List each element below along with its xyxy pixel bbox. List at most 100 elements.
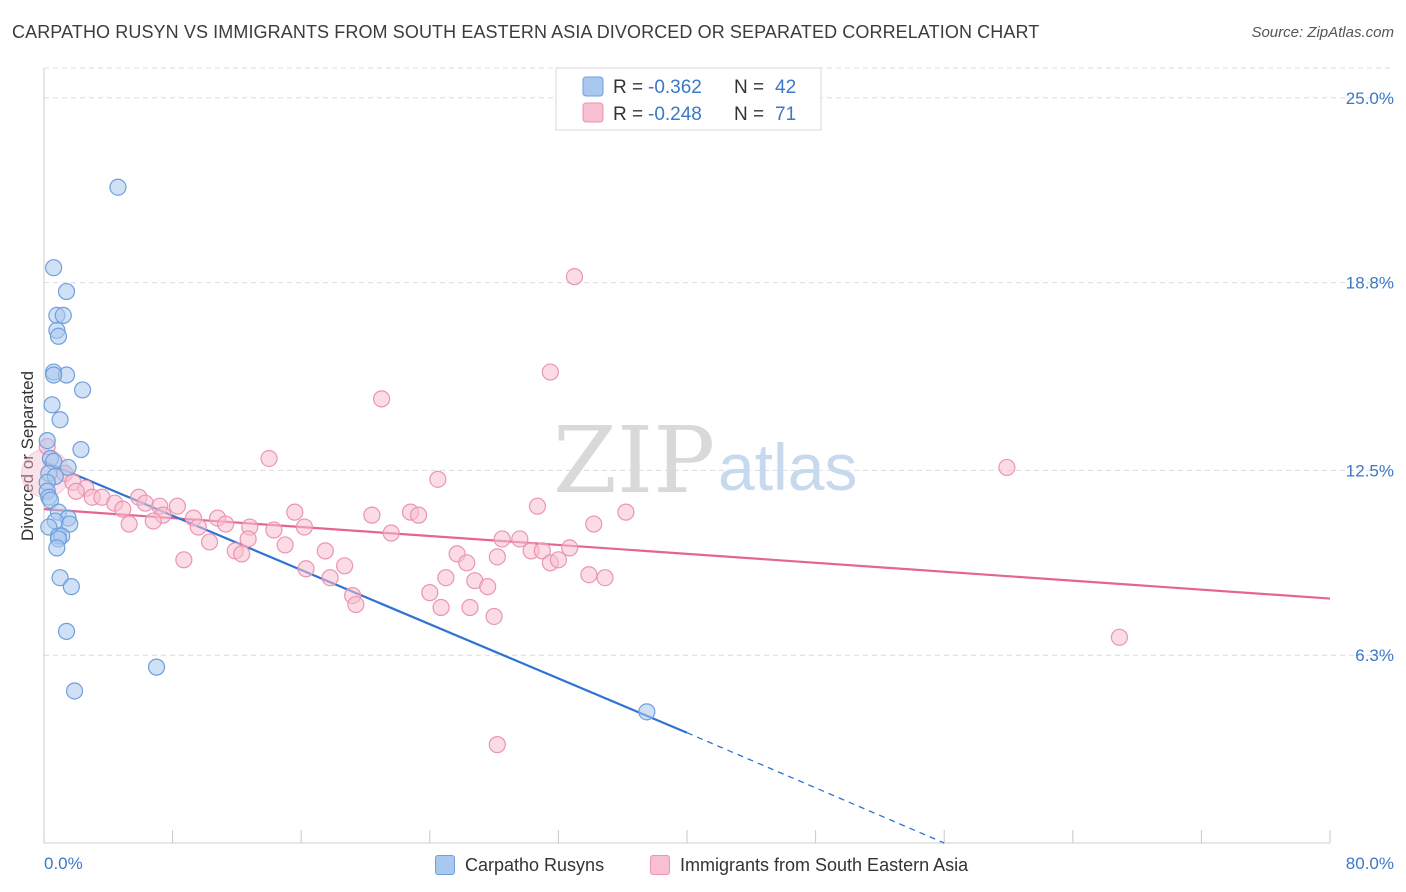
se-asia-point (488, 736, 506, 754)
y-tick-label: 25.0% (1346, 89, 1394, 108)
se-asia-point (561, 539, 579, 557)
carpatho-rusyn-point (57, 622, 76, 640)
carpatho-rusyn-point (48, 539, 66, 557)
se-asia-point (432, 598, 450, 617)
legend-n-label-blue: N = (734, 77, 764, 98)
se-asia-point (144, 512, 162, 530)
se-asia-point (189, 518, 207, 536)
y-axis-label: Divorced or Separated (18, 371, 37, 541)
source-label: Source: ZipAtlas.com (1251, 24, 1394, 41)
se-asia-point (617, 503, 635, 521)
se-asia-point (382, 524, 400, 542)
se-asia-point (479, 578, 497, 596)
se-asia-point (200, 533, 219, 551)
se-asia-point (175, 551, 193, 569)
se-asia-point (336, 557, 354, 575)
se-asia-point (511, 530, 529, 548)
se-asia-point (1110, 628, 1129, 646)
chart-title: CARPATHO RUSYN VS IMMIGRANTS FROM SOUTH … (12, 22, 1040, 42)
se-asia-point (114, 500, 132, 518)
carpatho-rusyn-point (72, 440, 90, 459)
y-tick-label: 6.3% (1355, 646, 1394, 665)
se-asia-point (265, 521, 283, 539)
se-asia-point (286, 503, 304, 521)
se-asia-point (295, 518, 314, 536)
carpatho-rusyn-point (41, 491, 60, 509)
carpatho-rusyn-trend-extension (686, 732, 945, 844)
legend-label-southeast-asia: Immigrants from South Eastern Asia (680, 854, 969, 875)
se-asia-point (488, 548, 506, 566)
legend-n-value-blue: 42 (775, 77, 796, 98)
se-asia-point (585, 515, 603, 533)
legend-swatch-pink (582, 102, 604, 123)
grid-layer (44, 67, 1394, 656)
carpatho-rusyn-point (59, 458, 77, 477)
se-asia-point (596, 569, 614, 587)
se-asia-point (239, 530, 257, 548)
se-asia-point (437, 569, 455, 587)
se-asia-point (493, 530, 511, 548)
se-asia-trend-line (43, 508, 1331, 600)
carpatho-rusyn-point (45, 366, 63, 384)
se-asia-point (485, 607, 503, 626)
se-asia-point (260, 449, 278, 468)
legend-label-carpatho-rusyns: Carpatho Rusyns (465, 854, 605, 875)
se-asia-point (297, 560, 315, 578)
legend-r-value-pink: -0.248 (648, 104, 702, 125)
carpatho-rusyn-point (45, 259, 63, 277)
carpatho-rusyn-point (51, 411, 69, 429)
se-asia-point (998, 458, 1016, 477)
y-tick-labels: 6.3% 12.5% 18.8% 25.0% (1346, 89, 1394, 665)
carpatho-rusyn-point (38, 431, 56, 450)
se-asia-point (541, 363, 559, 381)
se-asia-point (458, 554, 476, 572)
data-points (21, 178, 1129, 754)
se-asia-point (372, 390, 391, 408)
x-tick-label-min: 0.0% (44, 854, 83, 873)
trend-lines (43, 460, 1331, 844)
se-asia-point (461, 598, 479, 617)
se-asia-point (347, 595, 365, 614)
legend-swatch-blue (582, 76, 604, 97)
carpatho-rusyn-point (51, 569, 69, 587)
se-asia-point (580, 566, 598, 584)
carpatho-rusyn-point (43, 396, 61, 414)
carpatho-rusyn-point (65, 682, 84, 700)
se-asia-point (136, 494, 154, 512)
y-tick-label: 18.8% (1346, 274, 1394, 293)
x-tick-label-max: 80.0% (1346, 854, 1394, 873)
se-asia-point (168, 497, 187, 515)
se-asia-point (316, 542, 334, 560)
carpatho-rusyn-point (147, 658, 166, 676)
carpatho-rusyn-point (54, 306, 72, 325)
se-asia-point (409, 506, 428, 524)
carpatho-rusyn-point (57, 282, 76, 301)
carpatho-rusyn-point (638, 703, 656, 721)
carpatho-rusyn-point (73, 381, 92, 399)
se-asia-point (565, 268, 584, 286)
carpatho-rusyn-point (61, 515, 79, 533)
watermark-zip: ZIP (553, 407, 715, 514)
se-asia-point (276, 536, 294, 554)
carpatho-rusyn-point (49, 327, 68, 345)
se-asia-point (549, 551, 568, 569)
legend-r-label-blue: R = (613, 77, 643, 98)
y-tick-label: 12.5% (1346, 461, 1394, 480)
carpatho-rusyn-point (62, 578, 80, 596)
se-asia-point (67, 482, 85, 500)
se-asia-point (421, 584, 439, 602)
legend-n-value-pink: 71 (775, 104, 796, 125)
watermark: ZIP atlas (553, 407, 857, 514)
legend-item-southeast-asia: Immigrants from South Eastern Asia (650, 852, 968, 878)
se-asia-point (528, 497, 547, 515)
se-asia-point (363, 506, 381, 524)
se-asia-point (233, 545, 251, 563)
se-asia-point (217, 515, 235, 533)
x-ticks (43, 830, 1331, 843)
se-asia-point (429, 470, 447, 488)
watermark-atlas: atlas (718, 430, 857, 504)
legend-swatch-southeast-asia (650, 855, 670, 875)
carpatho-rusyn-point (109, 178, 127, 196)
se-asia-point (120, 515, 138, 533)
